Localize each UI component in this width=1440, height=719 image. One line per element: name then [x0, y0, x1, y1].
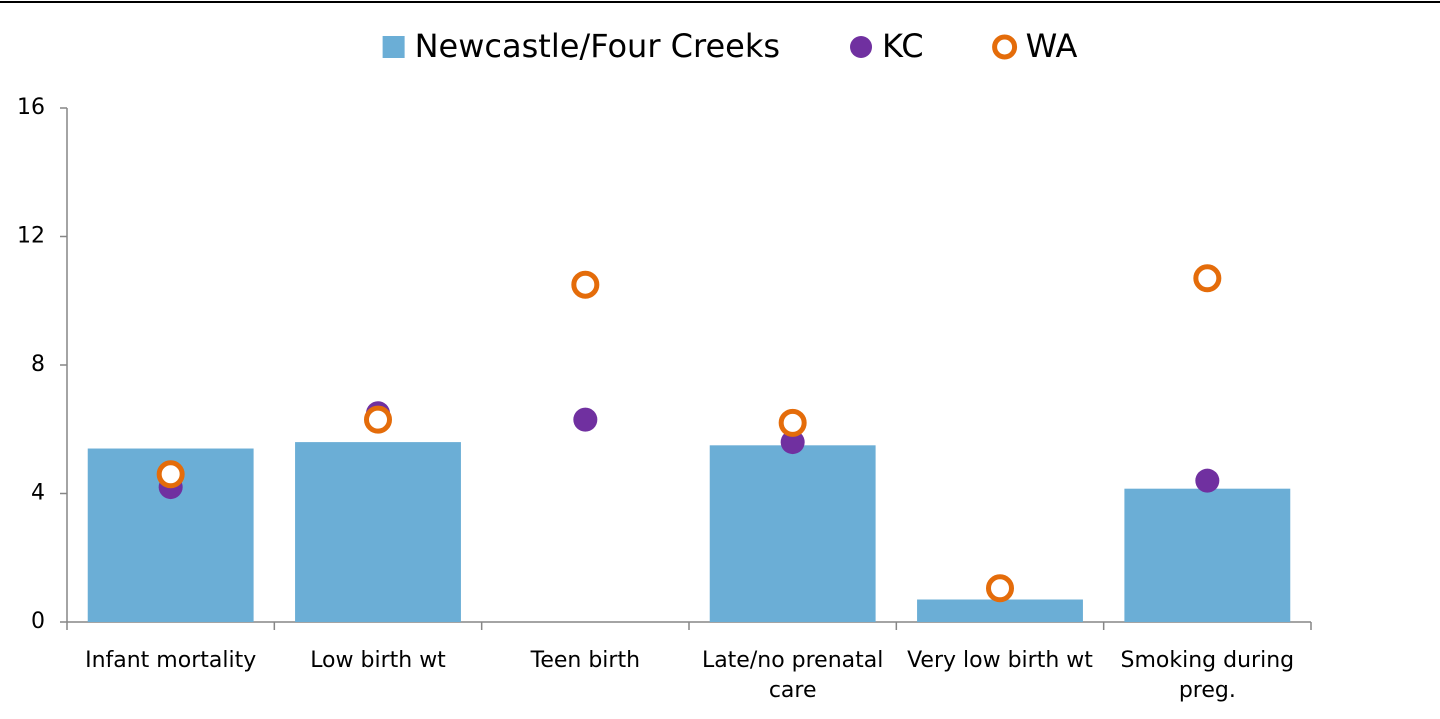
y-tick-label: 0 [31, 609, 45, 634]
x-tick-label: Low birth wt [310, 648, 446, 673]
ring [1193, 264, 1222, 293]
legend-label: Newcastle/Four Creeks [415, 27, 780, 65]
bar [1124, 488, 1291, 622]
legend-swatch [850, 36, 873, 58]
x-tick-label: Late/no prenatal care [701, 648, 884, 703]
x-tick-label: Very low birth wt [907, 648, 1093, 673]
y-tick-label: 8 [31, 352, 45, 377]
legend-label: WA [1026, 27, 1078, 65]
bar [295, 442, 461, 622]
bar [709, 445, 876, 622]
y-tick-label: 4 [31, 481, 45, 506]
dot [780, 430, 805, 455]
x-tick-label: Smoking during preg. [1120, 648, 1295, 703]
ring [364, 405, 392, 434]
ring [778, 408, 807, 437]
ring [986, 574, 1014, 603]
x-tick-label: Infant mortality [85, 648, 257, 673]
legend-label: KC [882, 27, 924, 65]
legend-swatch [992, 34, 1018, 60]
legend-swatch [382, 36, 405, 58]
y-tick-label: 12 [17, 224, 45, 249]
y-tick-label: 16 [17, 95, 45, 120]
x-tick-label: Teen birth [530, 648, 641, 673]
bar [917, 599, 1083, 622]
dot [573, 407, 598, 432]
ring [156, 460, 185, 489]
dot [1195, 468, 1220, 493]
ring [571, 270, 600, 299]
